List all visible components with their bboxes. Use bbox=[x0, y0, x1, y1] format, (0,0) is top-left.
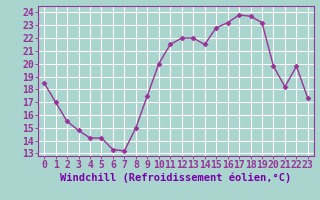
X-axis label: Windchill (Refroidissement éolien,°C): Windchill (Refroidissement éolien,°C) bbox=[60, 173, 292, 183]
